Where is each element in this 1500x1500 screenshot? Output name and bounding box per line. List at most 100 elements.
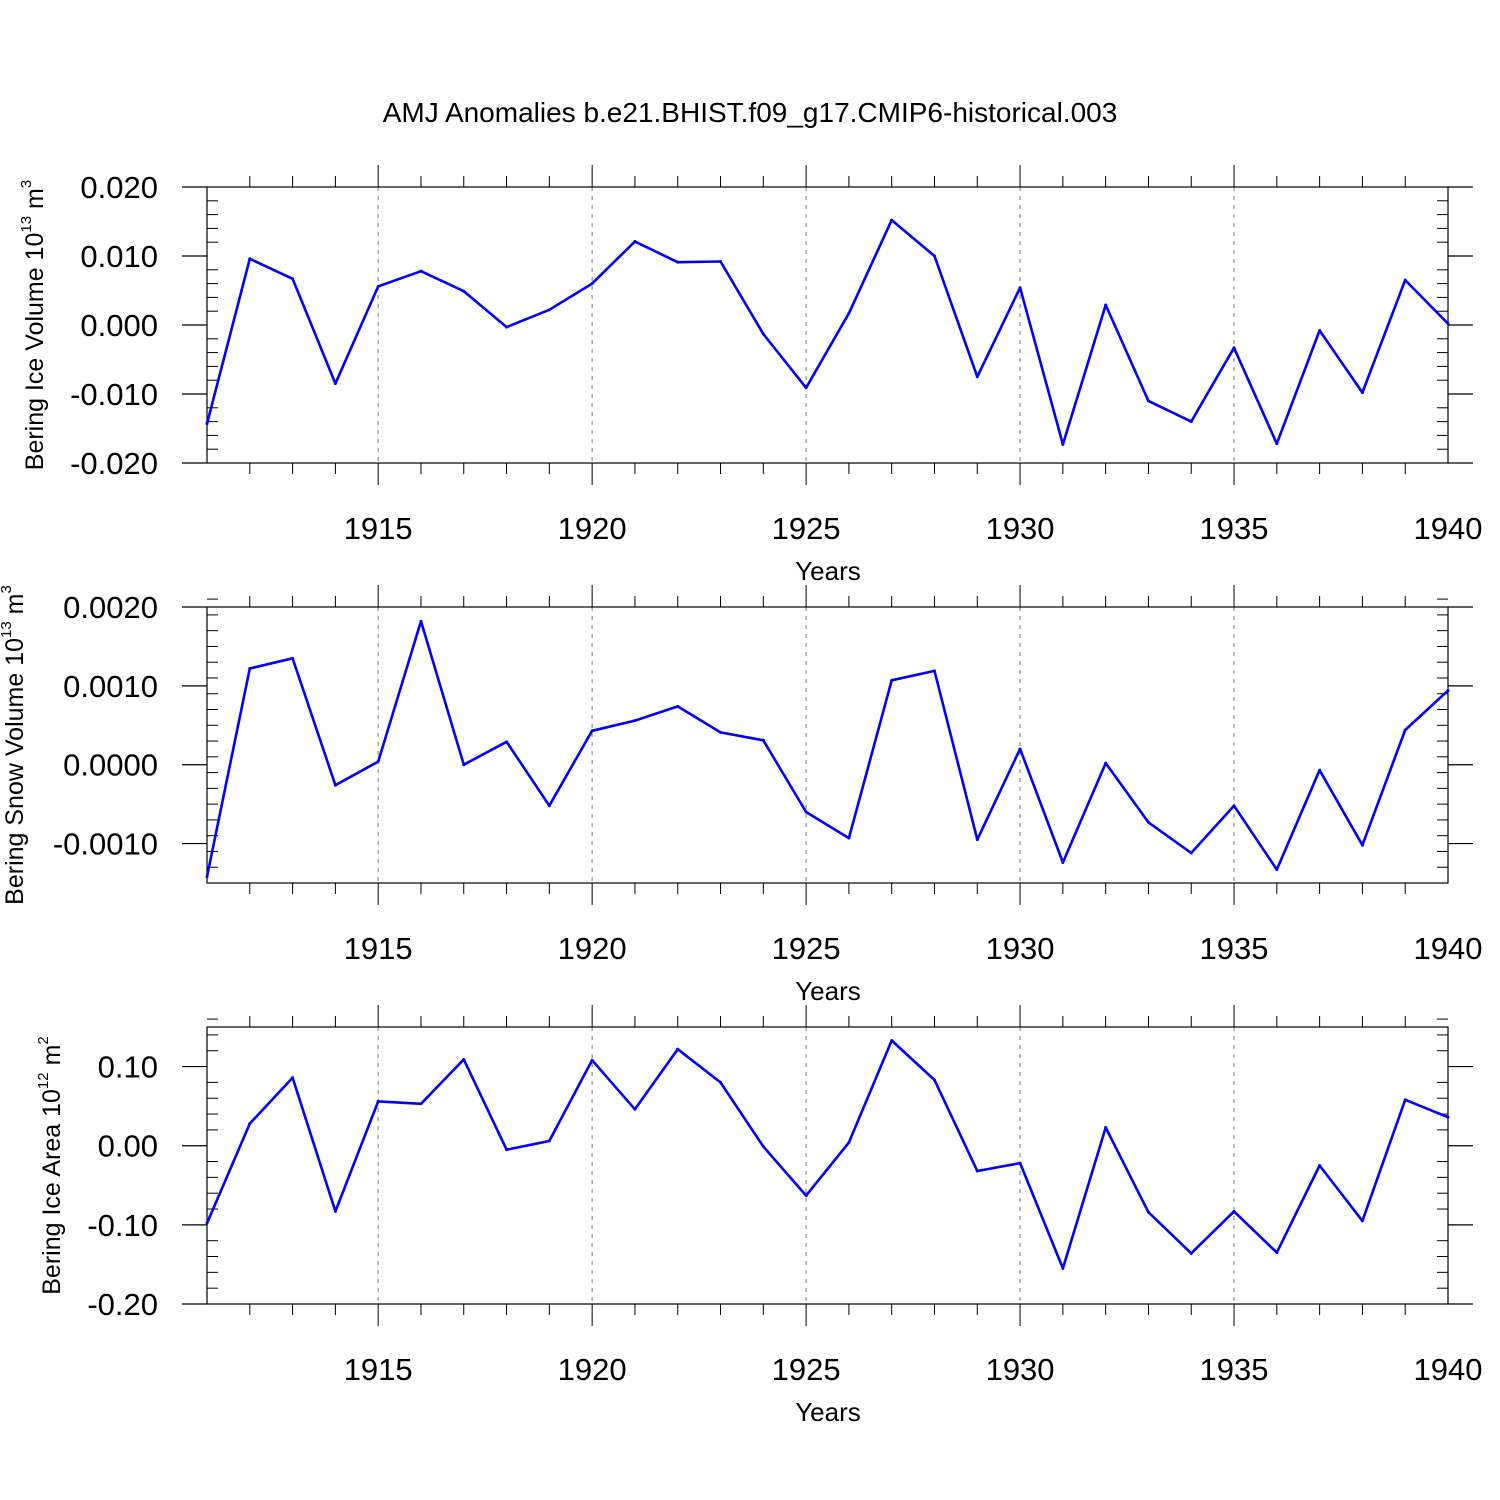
panel-1-data-point — [1232, 346, 1236, 350]
panel-3-data-point — [419, 1102, 423, 1106]
panel-1-x-tick-label: 1925 — [772, 511, 841, 546]
panel-1-data-point — [590, 282, 594, 286]
panel-1-y-axis-title-part: 13 — [18, 216, 35, 233]
panel-3-data-point — [719, 1080, 723, 1084]
panel-3-x-tick-label: 1925 — [772, 1352, 841, 1387]
panel-3-data-point — [761, 1145, 765, 1149]
panel-3-y-axis-title-part: Bering Ice Area 10 — [38, 1089, 66, 1295]
panel-1-data-point — [1403, 278, 1407, 282]
panel-3-data-point — [505, 1148, 509, 1152]
panel-1-data-point — [1318, 329, 1322, 333]
panel-2-data-point — [505, 740, 509, 744]
panel-3-y-axis-title-part: 2 — [35, 1036, 52, 1044]
panel-3-data-point — [676, 1047, 680, 1051]
panel-2-x-tick-label: 1925 — [772, 931, 841, 966]
panel-1-data-point — [291, 277, 295, 281]
chart-panel-1: -0.020 -0.010 0.000 0.010 0.020 1915 1920 1925 1… — [18, 165, 1482, 586]
panel-3-data-point — [291, 1076, 295, 1080]
panel-2-x-tick-label: 1940 — [1414, 931, 1483, 966]
panel-3-data-point — [1360, 1219, 1364, 1223]
panel-2-data-point — [719, 730, 723, 734]
panel-1-y-tick-label: -0.010 — [70, 377, 158, 412]
panel-2-data-point — [1403, 728, 1407, 732]
panel-2-data-point — [1018, 747, 1022, 751]
panel-1-data-point — [205, 422, 209, 426]
panel-3-data-point — [462, 1057, 466, 1061]
panel-1-data-point — [1360, 391, 1364, 395]
panel-1-data-point — [847, 311, 851, 315]
panel-2-y-tick-label: -0.0010 — [53, 827, 158, 862]
panel-1-y-axis-title-part: 3 — [18, 180, 35, 188]
panel-1-data-point — [1104, 303, 1108, 307]
panel-1-data-point — [932, 254, 936, 258]
figure-title: AMJ Anomalies b.e21.BHIST.f09_g17.CMIP6-… — [383, 97, 1118, 128]
panel-1-data-point — [248, 257, 252, 261]
panel-1-data-point — [804, 386, 808, 390]
panel-2-data-point — [761, 738, 765, 742]
panel-3-y-tick-label: 0.00 — [98, 1129, 158, 1164]
panel-1-data-point — [376, 284, 380, 288]
panel-2-x-tick-label: 1920 — [558, 931, 627, 966]
panel-2-data-point — [590, 729, 594, 733]
panel-3-data-point — [1018, 1161, 1022, 1165]
panel-2-data-point — [1275, 868, 1279, 872]
panel-2-y-axis-title-part: Bering Snow Volume 10 — [1, 638, 29, 905]
panel-3-data-point — [633, 1107, 637, 1111]
panel-1-data-point — [1446, 322, 1450, 326]
panel-3-x-tick-label: 1930 — [986, 1352, 1055, 1387]
panel-1-plot-frame — [206, 186, 1449, 464]
panel-2-data-point — [333, 783, 337, 787]
panel-3-data-point — [932, 1078, 936, 1082]
panel-1-data-point — [1189, 420, 1193, 424]
panel-1-data-point — [890, 218, 894, 222]
panel-2-data-point — [1104, 761, 1108, 765]
panel-3-y-axis-title: Bering Ice Area 1012 m2 — [35, 1036, 66, 1295]
panel-3-data-point — [1318, 1164, 1322, 1167]
panel-2-data-point — [376, 760, 380, 764]
panel-2-y-axis-title-part: 13 — [0, 621, 15, 638]
panel-3-x-tick-label: 1920 — [558, 1352, 627, 1387]
panel-2-y-tick-label: 0.0010 — [63, 669, 158, 704]
panel-1-x-tick-label: 1920 — [558, 511, 627, 546]
panel-3-data-point — [890, 1038, 894, 1042]
panel-2-data-point — [1360, 843, 1364, 847]
panel-1-data-point — [761, 332, 765, 336]
panel-1-y-tick-label: 0.020 — [80, 170, 158, 205]
panel-1-data-point — [1061, 442, 1065, 446]
panel-1-x-tick-label: 1935 — [1200, 511, 1269, 546]
panel-3-data-point — [1061, 1266, 1065, 1270]
panel-2-data-point — [1146, 820, 1150, 824]
panel-3-y-tick-label: -0.10 — [87, 1208, 158, 1243]
panel-1-y-axis-title-part: Bering Ice Volume 10 — [21, 233, 49, 471]
panel-2-data-point — [633, 719, 637, 723]
panel-2-data-point — [804, 810, 808, 814]
panel-2-data-point — [1318, 768, 1322, 772]
panel-3-data-point — [1446, 1115, 1450, 1119]
panel-3-x-axis-title: Years — [795, 1397, 861, 1427]
panel-1-y-tick-label: 0.010 — [80, 239, 158, 274]
panel-2-x-tick-label: 1935 — [1200, 931, 1269, 966]
panel-2-data-point — [1232, 804, 1236, 808]
panel-3-data-point — [1232, 1209, 1236, 1213]
panel-3-y-axis-title-part: m — [38, 1045, 66, 1073]
panel-3-data-point — [1146, 1210, 1150, 1214]
panel-3-data-point — [975, 1169, 979, 1173]
panel-1-x-tick-label: 1915 — [344, 511, 413, 546]
panel-3-data-point — [1104, 1126, 1108, 1130]
panel-1-series-line — [205, 218, 1449, 446]
panel-3-x-tick-label: 1915 — [344, 1352, 413, 1387]
panel-3-data-point — [547, 1139, 551, 1143]
panel-3-y-tick-label: -0.20 — [87, 1287, 158, 1322]
panel-2-plot-frame — [206, 606, 1449, 884]
panel-2-x-tick-label: 1930 — [986, 931, 1055, 966]
chart-panel-3: -0.20 -0.10 0.00 0.10 1915 1920 1925 1930 1935 19… — [35, 1005, 1482, 1427]
panel-3-data-point — [847, 1141, 851, 1145]
panel-1-data-point — [1275, 442, 1279, 446]
panel-3-x-tick-label: 1935 — [1200, 1352, 1269, 1387]
panel-1-y-tick-label: -0.020 — [70, 446, 158, 481]
panel-1-data-point — [975, 375, 979, 379]
panel-1-y-axis-title: Bering Ice Volume 1013 m3 — [18, 180, 49, 470]
panel-2-data-point — [975, 838, 979, 842]
panel-2-data-point — [291, 656, 295, 660]
panel-1-data-point — [1146, 399, 1150, 403]
